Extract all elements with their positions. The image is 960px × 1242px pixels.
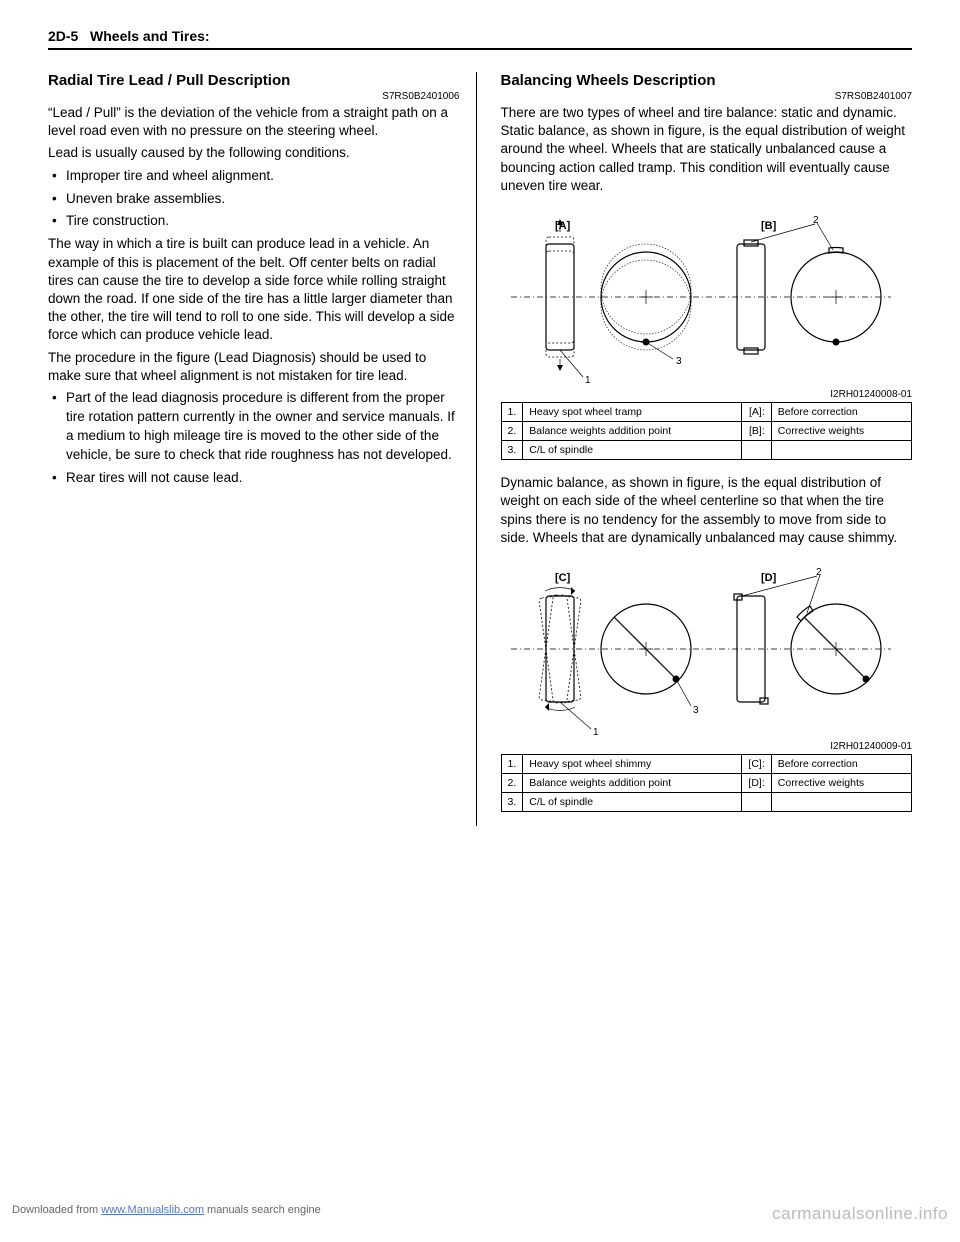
manualslib-link[interactable]: www.Manualslib.com [101, 1204, 204, 1216]
table-cell: 3. [501, 441, 523, 460]
svg-text:1: 1 [585, 375, 591, 384]
figure-label-a: [A] [555, 220, 571, 232]
paragraph: There are two types of wheel and tire ba… [501, 104, 913, 195]
table-cell: Before correction [771, 403, 911, 422]
list-item: Rear tires will not cause lead. [48, 469, 460, 488]
figure-label-d: [D] [761, 572, 777, 584]
chapter-title: Wheels and Tires: [90, 28, 210, 44]
table-cell [741, 441, 771, 460]
page-footer: Downloaded from www.Manualslib.com manua… [12, 1204, 948, 1224]
table-cell: [B]: [741, 422, 771, 441]
table-cell: Corrective weights [771, 773, 911, 792]
table-cell: Heavy spot wheel tramp [523, 403, 742, 422]
page-number: 2D-5 [48, 28, 78, 44]
table-cell [741, 792, 771, 811]
legend-table-dynamic: 1. Heavy spot wheel shimmy [C]: Before c… [501, 754, 913, 812]
right-column: Balancing Wheels Description S7RS0B24010… [501, 72, 913, 826]
svg-text:1: 1 [593, 727, 599, 736]
table-cell: 3. [501, 792, 523, 811]
table-cell: Balance weights addition point [523, 773, 742, 792]
table-cell: Balance weights addition point [523, 422, 742, 441]
section-title-balancing: Balancing Wheels Description [501, 72, 913, 89]
table-cell [771, 441, 911, 460]
paragraph: The procedure in the figure (Lead Diagno… [48, 349, 460, 385]
table-cell: 2. [501, 422, 523, 441]
footer-text: manuals search engine [204, 1204, 321, 1216]
table-cell: [A]: [741, 403, 771, 422]
table-cell: Heavy spot wheel shimmy [523, 754, 742, 773]
table-cell: [C]: [741, 754, 771, 773]
footer-text: Downloaded from [12, 1204, 101, 1216]
watermark: carmanualsonline.info [772, 1204, 948, 1224]
list-item: Uneven brake assemblies. [48, 190, 460, 209]
figure-label-b: [B] [761, 220, 777, 232]
section-title-radial: Radial Tire Lead / Pull Description [48, 72, 460, 89]
legend-table-static: 1. Heavy spot wheel tramp [A]: Before co… [501, 402, 913, 460]
paragraph: Dynamic balance, as shown in figure, is … [501, 474, 913, 547]
table-cell: 2. [501, 773, 523, 792]
page-header: 2D-5 Wheels and Tires: [48, 28, 912, 50]
paragraph: The way in which a tire is built can pro… [48, 235, 460, 344]
table-cell: Before correction [771, 754, 911, 773]
figure-label-c: [C] [555, 572, 571, 584]
table-cell [771, 792, 911, 811]
svg-text:3: 3 [693, 705, 699, 716]
doc-id: S7RS0B2401007 [501, 91, 913, 102]
svg-text:3: 3 [676, 356, 682, 367]
table-cell: 1. [501, 403, 523, 422]
figure-id: I2RH01240008-01 [501, 389, 913, 400]
figure-id: I2RH01240009-01 [501, 741, 913, 752]
paragraph: “Lead / Pull” is the deviation of the ve… [48, 104, 460, 140]
list-item: Tire construction. [48, 212, 460, 231]
table-cell: 1. [501, 754, 523, 773]
figure-dynamic-balance: [C] [501, 561, 913, 739]
table-cell: C/L of spindle [523, 792, 742, 811]
table-cell: [D]: [741, 773, 771, 792]
table-cell: C/L of spindle [523, 441, 742, 460]
table-cell: Corrective weights [771, 422, 911, 441]
left-column: Radial Tire Lead / Pull Description S7RS… [48, 72, 477, 826]
list-item: Part of the lead diagnosis procedure is … [48, 389, 460, 465]
doc-id: S7RS0B2401006 [48, 91, 460, 102]
list-item: Improper tire and wheel alignment. [48, 167, 460, 186]
paragraph: Lead is usually caused by the following … [48, 144, 460, 162]
figure-static-balance: [A] [501, 209, 913, 387]
